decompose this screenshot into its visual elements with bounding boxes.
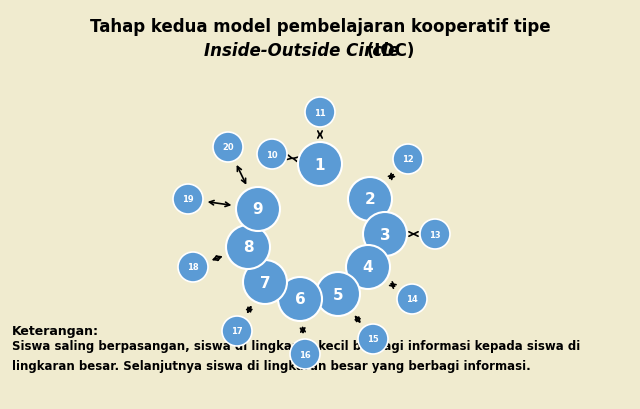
Text: 12: 12 <box>402 155 414 164</box>
Text: Siswa saling berpasangan, siswa di lingkaran kecil berbagi informasi kepada sisw: Siswa saling berpasangan, siswa di lingk… <box>12 339 580 352</box>
Text: 4: 4 <box>363 260 373 275</box>
Circle shape <box>393 145 423 175</box>
Text: 14: 14 <box>406 295 418 304</box>
Circle shape <box>243 261 287 304</box>
Text: 9: 9 <box>253 202 263 217</box>
Text: Tahap kedua model pembelajaran kooperatif tipe: Tahap kedua model pembelajaran kooperati… <box>90 18 550 36</box>
Text: 6: 6 <box>294 292 305 307</box>
Text: 16: 16 <box>299 350 311 359</box>
Text: 8: 8 <box>243 240 253 255</box>
Circle shape <box>420 220 450 249</box>
Text: 13: 13 <box>429 230 441 239</box>
Text: 17: 17 <box>231 327 243 336</box>
Circle shape <box>363 213 407 256</box>
Text: 7: 7 <box>260 275 270 290</box>
Text: Keterangan:: Keterangan: <box>12 324 99 337</box>
Text: 5: 5 <box>333 287 343 302</box>
Circle shape <box>278 277 322 321</box>
Text: 2: 2 <box>365 192 376 207</box>
Text: 3: 3 <box>380 227 390 242</box>
Text: lingkaran besar. Selanjutnya siswa di lingkaran besar yang berbagi informasi.: lingkaran besar. Selanjutnya siswa di li… <box>12 359 531 372</box>
Circle shape <box>397 284 427 314</box>
Circle shape <box>222 316 252 346</box>
Circle shape <box>236 188 280 231</box>
Text: 1: 1 <box>315 157 325 172</box>
Text: 11: 11 <box>314 108 326 117</box>
Circle shape <box>358 324 388 354</box>
Text: 10: 10 <box>266 150 278 159</box>
Circle shape <box>226 225 270 270</box>
Circle shape <box>178 252 208 282</box>
Circle shape <box>298 143 342 187</box>
Text: 20: 20 <box>222 143 234 152</box>
Circle shape <box>290 339 320 369</box>
Circle shape <box>257 139 287 170</box>
Text: Inside-Outside Circle: Inside-Outside Circle <box>204 42 399 60</box>
Circle shape <box>305 98 335 128</box>
Text: (IOC): (IOC) <box>362 42 415 60</box>
Text: 19: 19 <box>182 195 194 204</box>
Circle shape <box>346 245 390 289</box>
Text: 18: 18 <box>187 263 199 272</box>
Circle shape <box>348 178 392 221</box>
Text: 15: 15 <box>367 335 379 344</box>
Circle shape <box>316 272 360 316</box>
Circle shape <box>213 133 243 163</box>
Circle shape <box>173 184 203 214</box>
